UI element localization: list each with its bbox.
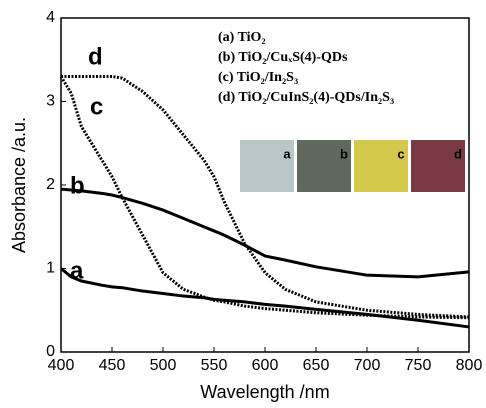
legend-entry: (b) TiO₂/CuₓS(4)-QDs [218,50,348,65]
photos [240,140,465,192]
photo-d [411,140,465,192]
photo-label: c [397,146,404,161]
photo-label: a [283,146,291,161]
legend-entry: (c) TiO₂/In₂S₃ [218,70,298,85]
y-tick-label: 4 [46,9,55,26]
x-tick-label: 700 [354,357,381,374]
series-line [61,74,470,319]
x-tick-label: 750 [405,357,432,374]
x-tick-label: 650 [303,357,330,374]
x-axis-label: Wavelength /nm [200,382,329,402]
curve-label: a [70,257,84,284]
x-tick-label: 550 [201,357,228,374]
photo-label: b [340,146,348,161]
photo-a [240,140,294,192]
y-tick-label: 3 [46,93,55,110]
x-tick-label: 400 [48,357,75,374]
x-tick-label: 600 [252,357,279,374]
legend-entry: (d) TiO₂/CuInS₂(4)-QDs/In₂S₃ [218,90,394,105]
curve-label: d [88,43,103,70]
y-tick-label: 0 [46,343,55,360]
series-line [60,187,470,279]
series-line [59,75,470,320]
photo-c [354,140,408,192]
x-tick-label: 800 [456,357,483,374]
x-tick-label: 500 [150,357,177,374]
photo-b [297,140,351,192]
y-tick-label: 2 [46,176,55,193]
curve-label: b [70,172,85,199]
y-tick-label: 1 [46,260,55,277]
x-tick-label: 450 [99,357,126,374]
y-axis-label: Absorbance /a.u. [9,117,29,253]
photo-label: d [454,146,462,161]
curve-label: c [90,93,103,120]
legend-entry: (a) TiO₂ [218,30,266,45]
